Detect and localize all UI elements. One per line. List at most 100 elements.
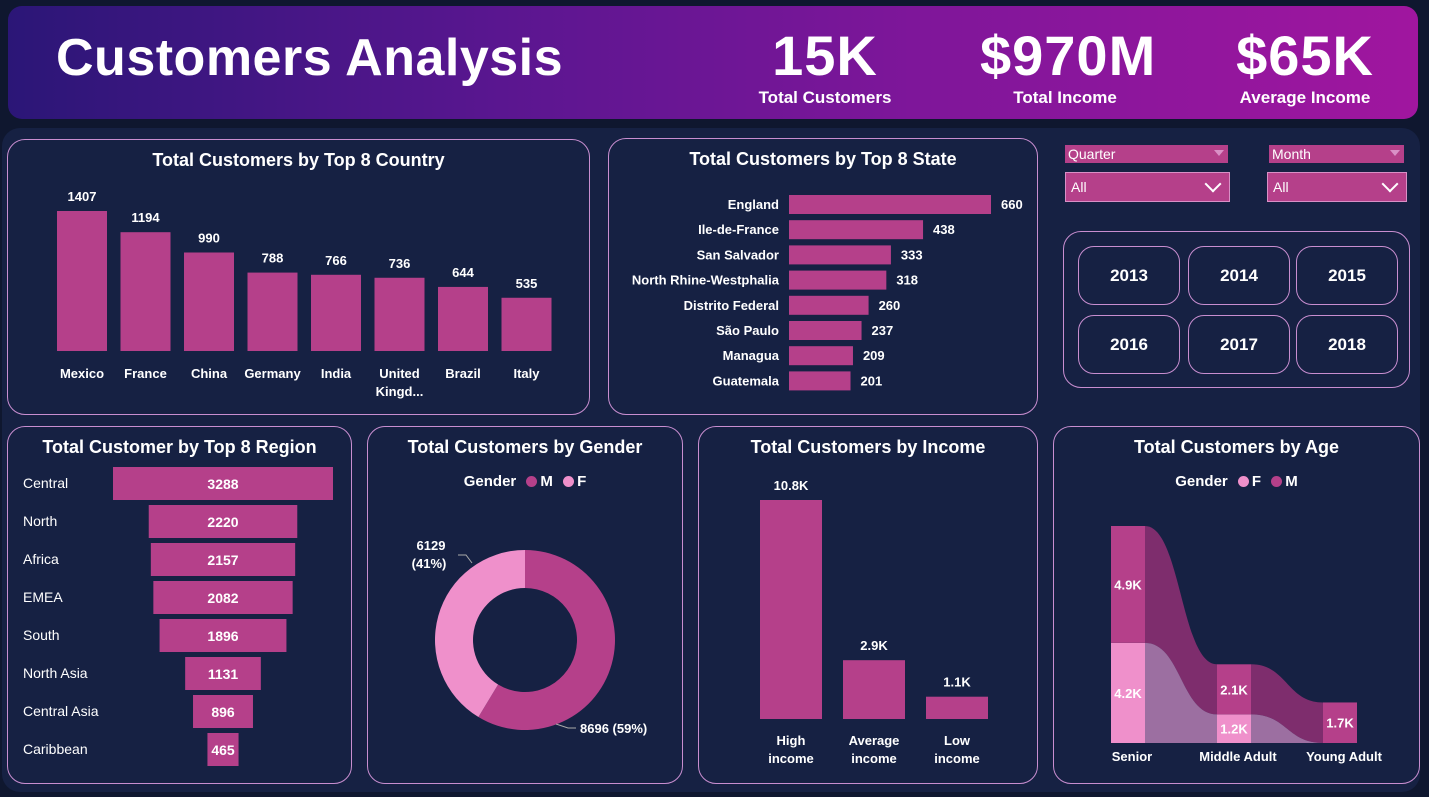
chevron-down-icon <box>1381 175 1399 193</box>
region-tick-label: North Asia <box>23 665 88 681</box>
year-button-2016[interactable]: 2016 <box>1078 315 1180 374</box>
chart-title: Total Customers by Top 8 State <box>689 149 957 169</box>
state-bar-value: 660 <box>1001 197 1023 212</box>
year-button-2015[interactable]: 2015 <box>1296 246 1398 305</box>
country-chart-panel: Total Customers by Top 8 Country 1407 Mex… <box>7 139 590 415</box>
region-bar-value: 3288 <box>207 476 238 492</box>
region-bar-value: 896 <box>211 704 235 720</box>
month-label: Month <box>1272 146 1311 162</box>
year-button-2017[interactable]: 2017 <box>1188 315 1290 374</box>
country-bar-value: 788 <box>262 251 284 266</box>
country-bar-value: 990 <box>198 230 220 245</box>
legend-entry-m: M <box>540 473 553 490</box>
quarter-slicer-header: Quarter <box>1065 145 1228 163</box>
age-bar-value: 2.1K <box>1220 682 1248 697</box>
region-funnel-bar[interactable] <box>148 505 298 538</box>
age-bar-m[interactable] <box>1323 702 1357 743</box>
region-tick-label: EMEA <box>23 589 63 605</box>
state-bar[interactable] <box>789 220 924 240</box>
state-bar[interactable] <box>789 321 862 340</box>
age-ribbon-m <box>1145 526 1217 715</box>
income-bar[interactable] <box>760 500 822 719</box>
region-funnel-bar[interactable] <box>113 467 333 500</box>
country-bar[interactable] <box>247 272 298 351</box>
country-bar[interactable] <box>438 286 488 351</box>
country-tick-label: Italy <box>513 366 540 381</box>
state-tick-label: North Rhine-Westphalia <box>632 273 780 288</box>
age-bar-f[interactable] <box>1111 642 1145 743</box>
income-tick-label: High <box>777 733 806 748</box>
age-bar-value: 4.9K <box>1114 577 1142 592</box>
state-bar-value: 209 <box>863 348 885 363</box>
quarter-dropdown[interactable]: All <box>1065 172 1230 202</box>
country-bar-value: 1194 <box>131 210 160 225</box>
state-bar-value: 333 <box>901 247 923 262</box>
country-bar[interactable] <box>501 297 552 351</box>
region-tick-label: North <box>23 513 57 529</box>
gender-donut-slice[interactable] <box>435 550 525 718</box>
gender-donut-slice[interactable] <box>478 550 615 730</box>
legend-title: Gender <box>1175 473 1228 490</box>
legend-dot-icon <box>526 476 538 487</box>
region-bar-value: 465 <box>211 742 235 758</box>
legend-dot-icon <box>563 476 575 487</box>
age-bar-m[interactable] <box>1111 526 1145 643</box>
age-ribbon-f <box>1251 714 1323 743</box>
region-funnel-bar[interactable] <box>150 543 296 576</box>
state-bar-chart: England 660 Ile-de-France 438 San Salvador 33… <box>632 195 1023 391</box>
state-bar-value: 438 <box>933 222 955 237</box>
kpi-total-income: $970M Total Income <box>980 24 1155 108</box>
state-tick-label: Guatemala <box>713 373 780 388</box>
state-bar[interactable] <box>789 245 891 265</box>
country-tick-label: Kingd... <box>376 384 424 399</box>
year-button-2018[interactable]: 2018 <box>1296 315 1398 374</box>
state-tick-label: San Salvador <box>697 247 779 262</box>
month-value: All <box>1273 179 1289 195</box>
country-bar[interactable] <box>57 211 107 351</box>
state-bar[interactable] <box>789 371 851 391</box>
country-tick-label: India <box>321 366 352 381</box>
country-bar-value: 535 <box>516 276 538 291</box>
state-tick-label: England <box>728 197 779 212</box>
quarter-label: Quarter <box>1068 146 1116 162</box>
region-funnel-chart: 3288 Central 2220 North 2157 Africa 2082 EMEA 18… <box>23 467 333 766</box>
income-bar[interactable] <box>926 696 988 719</box>
age-bar-f[interactable] <box>1217 714 1251 743</box>
age-legend: Gender F M <box>1054 473 1419 490</box>
age-tick-label: Young Adult <box>1306 749 1382 764</box>
state-tick-label: Managua <box>723 348 780 363</box>
month-dropdown[interactable]: All <box>1267 172 1407 202</box>
leader-line <box>555 723 576 729</box>
country-tick-label: United <box>379 366 420 381</box>
region-funnel-bar[interactable] <box>153 581 293 614</box>
age-bar-value: 4.2K <box>1114 686 1142 701</box>
region-tick-label: Central <box>23 475 68 491</box>
country-bar-value: 1407 <box>68 189 97 204</box>
income-tick-label: income <box>768 751 814 766</box>
region-bar-value: 2157 <box>207 552 238 568</box>
state-bar[interactable] <box>789 295 869 315</box>
state-bar-value: 318 <box>896 273 918 288</box>
kpi-value: 15K <box>772 24 878 87</box>
header-banner: Customers Analysis 15K Total Customers $… <box>8 6 1418 119</box>
income-tick-label: income <box>934 751 980 766</box>
country-bar[interactable] <box>184 252 234 351</box>
country-bar[interactable] <box>311 274 361 351</box>
state-bar[interactable] <box>789 346 853 366</box>
income-bar[interactable] <box>843 660 905 719</box>
region-funnel-bar[interactable] <box>159 619 287 652</box>
country-bar[interactable] <box>120 232 171 351</box>
year-button-2013[interactable]: 2013 <box>1078 246 1180 305</box>
year-button-2014[interactable]: 2014 <box>1188 246 1290 305</box>
age-bar-m[interactable] <box>1217 664 1251 715</box>
region-tick-label: Caribbean <box>23 741 88 757</box>
region-funnel-bar[interactable] <box>207 733 239 766</box>
region-funnel-bar[interactable] <box>185 657 261 690</box>
region-funnel-bar[interactable] <box>193 695 253 728</box>
state-bar-value: 201 <box>861 373 883 388</box>
state-bar[interactable] <box>789 270 887 290</box>
state-bar[interactable] <box>789 195 991 214</box>
country-bar-value: 766 <box>325 253 347 268</box>
state-tick-label: Distrito Federal <box>684 298 779 313</box>
country-bar[interactable] <box>374 277 425 351</box>
